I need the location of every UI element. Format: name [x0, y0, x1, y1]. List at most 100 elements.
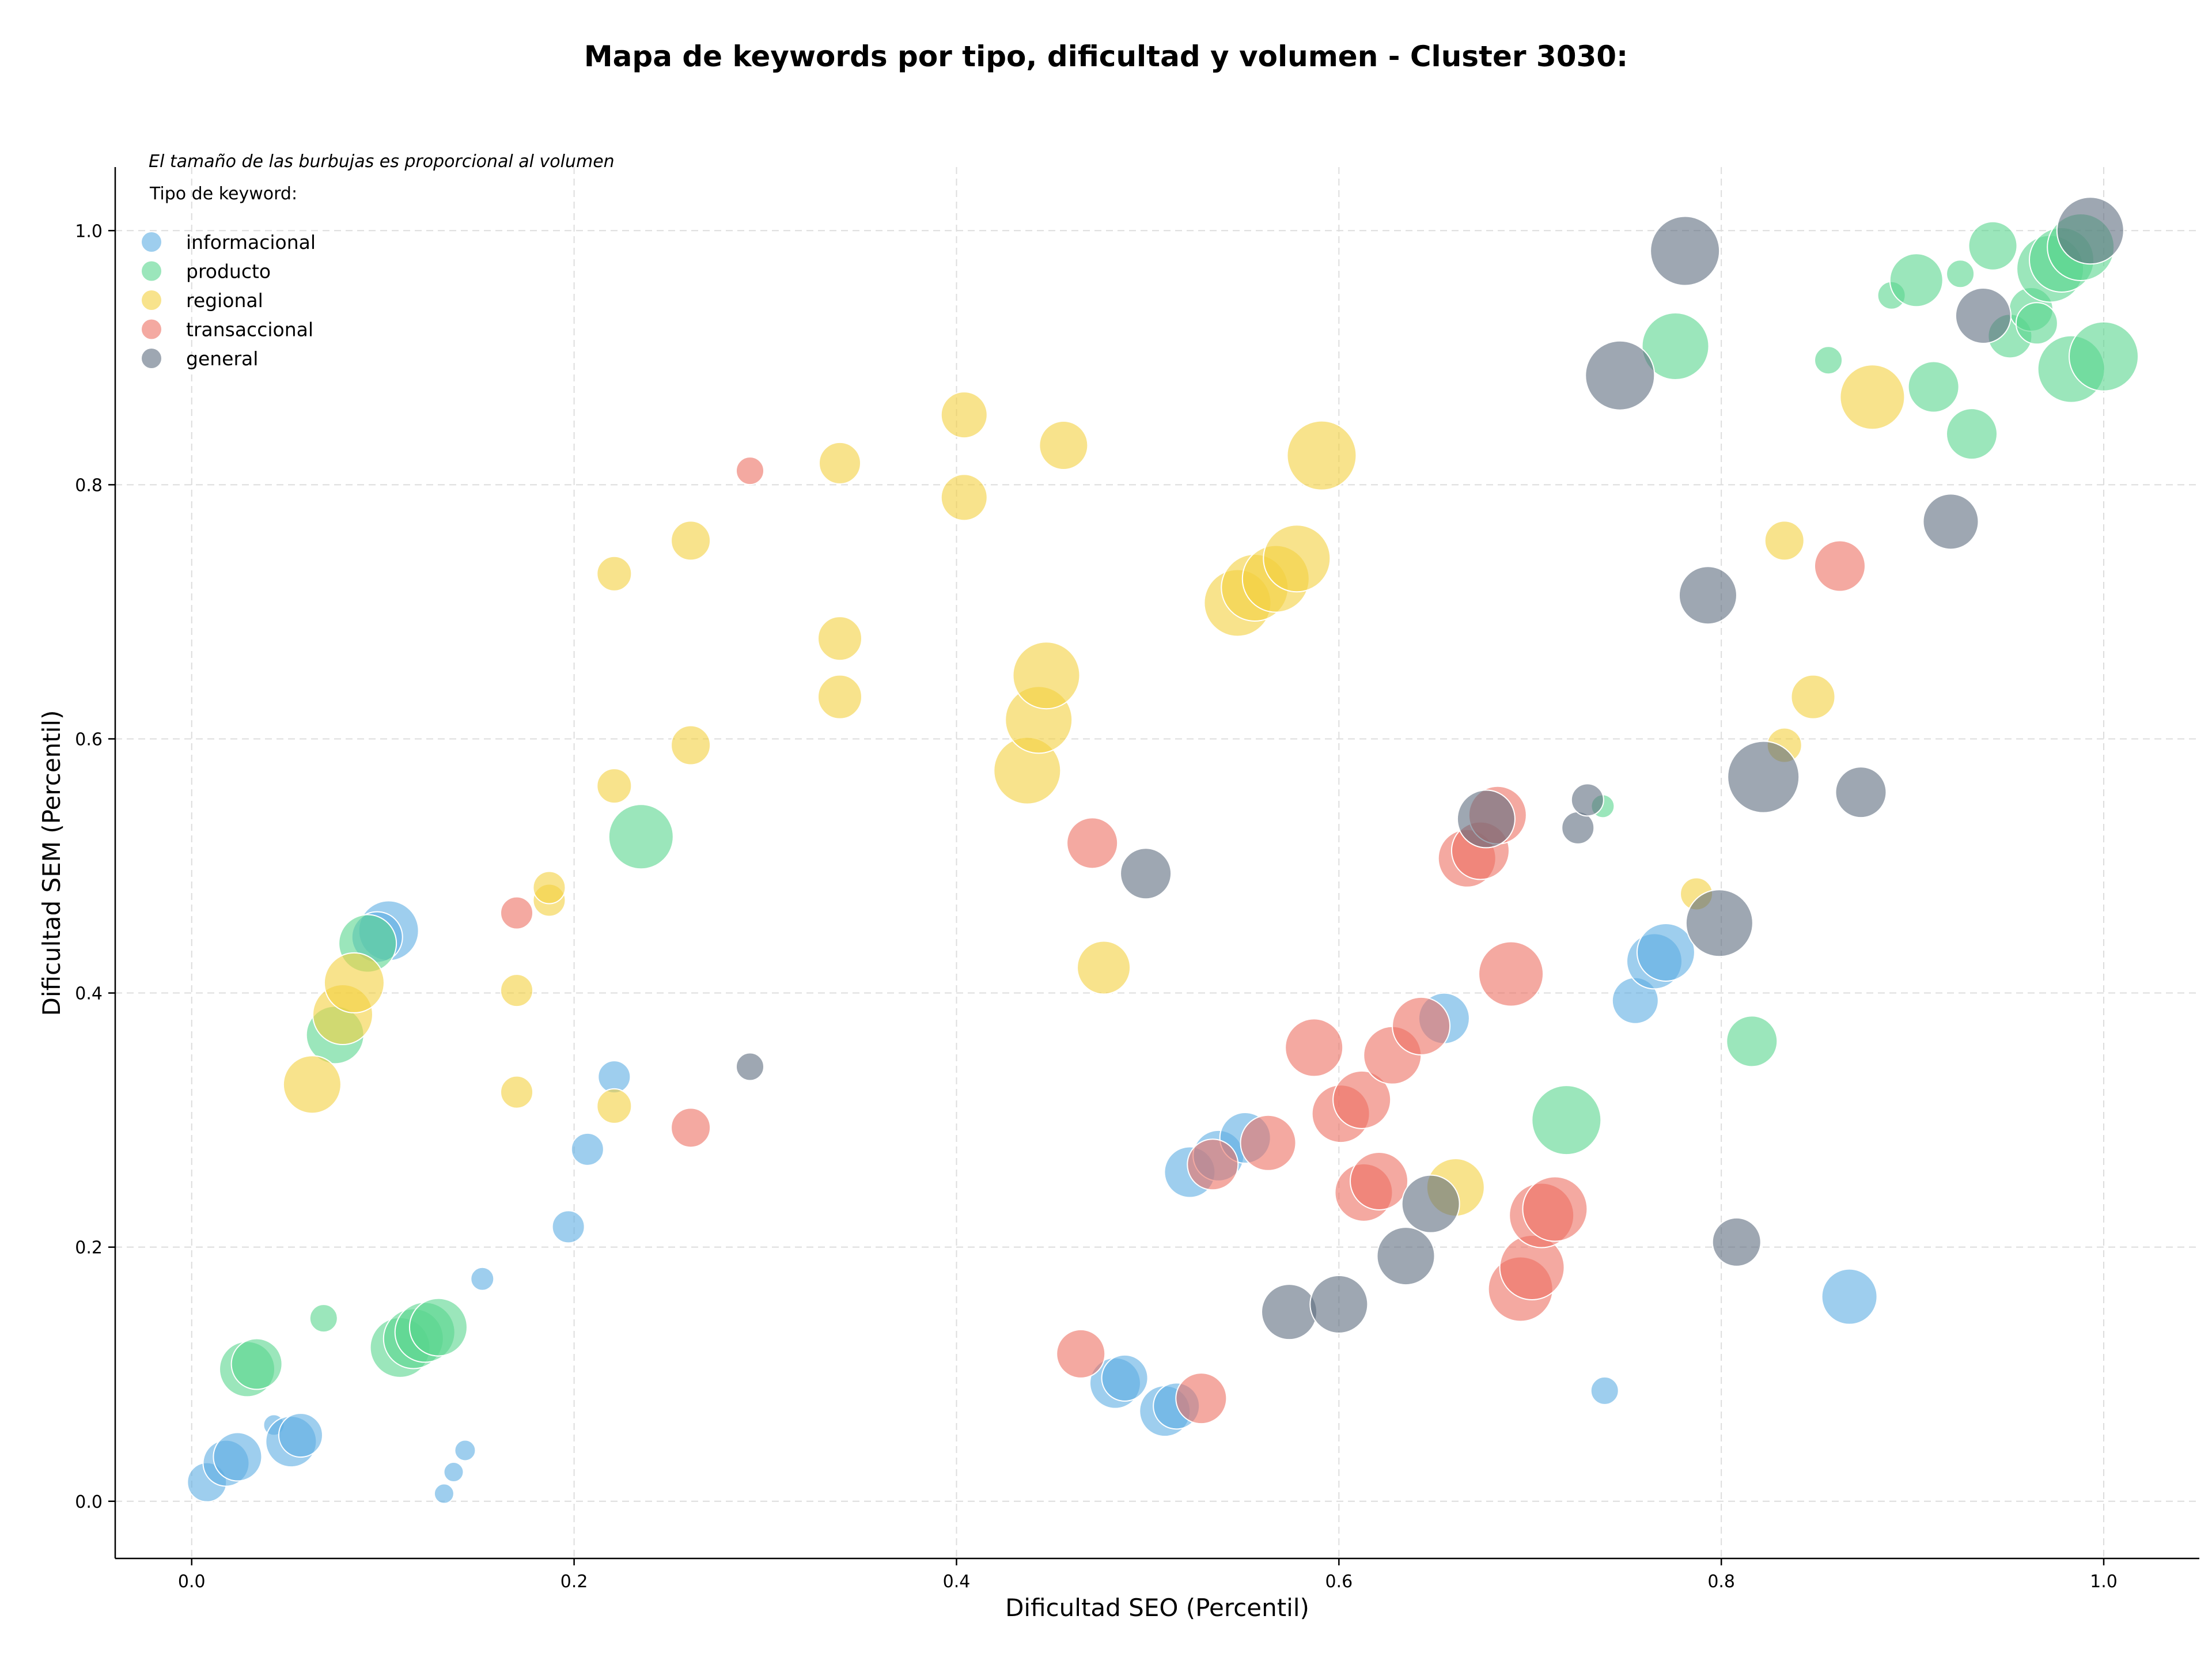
x-axis-title: Dificultad SEO (Percentil) — [1005, 1594, 1309, 1622]
bubble-transaccional[interactable] — [1175, 1372, 1228, 1425]
bubble-informacional[interactable] — [213, 1432, 263, 1482]
bubble-transaccional[interactable] — [1240, 1114, 1297, 1171]
legend-marker — [142, 290, 161, 310]
bubble-regional[interactable] — [1839, 364, 1906, 430]
y-tick-label: 0.4 — [75, 984, 103, 1004]
bubble-transaccional[interactable] — [671, 1107, 711, 1148]
bubble-general[interactable] — [1261, 1284, 1318, 1341]
bubble-general[interactable] — [1570, 783, 1604, 817]
bubble-informacional[interactable] — [454, 1439, 476, 1462]
bubble-informacional[interactable] — [470, 1266, 495, 1291]
y-tick-label: 0.2 — [75, 1238, 103, 1258]
legend-label: regional — [186, 289, 263, 312]
x-tick-label: 0.0 — [178, 1572, 206, 1592]
chart-title: Mapa de keywords por tipo, dificultad y … — [584, 40, 1628, 73]
bubble-transaccional[interactable] — [500, 896, 534, 930]
bubble-producto[interactable] — [1889, 253, 1944, 308]
bubble-informacional[interactable] — [1101, 1354, 1149, 1402]
bubble-regional[interactable] — [500, 1075, 534, 1109]
bubble-regional[interactable] — [1077, 940, 1131, 995]
bubble-producto[interactable] — [1946, 408, 1998, 460]
bubble-regional[interactable] — [1790, 674, 1836, 720]
bubble-transaccional[interactable] — [1285, 1018, 1344, 1077]
bubble-producto[interactable] — [608, 804, 674, 870]
bubble-general[interactable] — [1456, 789, 1516, 849]
legend-label: informacional — [186, 231, 316, 253]
bubble-transaccional[interactable] — [1522, 1176, 1588, 1242]
bubble-regional[interactable] — [1286, 420, 1357, 491]
bubble-producto[interactable] — [1641, 312, 1710, 380]
bubble-regional[interactable] — [1039, 421, 1089, 470]
bubble-transaccional[interactable] — [1187, 1138, 1239, 1191]
bubbles — [187, 196, 2139, 1504]
bubble-transaccional[interactable] — [1478, 941, 1544, 1007]
bubble-general[interactable] — [1585, 340, 1656, 411]
bubble-general[interactable] — [1955, 287, 2012, 345]
bubble-informacional[interactable] — [1590, 1376, 1619, 1405]
bubble-producto[interactable] — [1726, 1015, 1778, 1068]
bubble-general[interactable] — [1922, 493, 1979, 550]
bubble-producto[interactable] — [309, 1304, 338, 1333]
bubble-transaccional[interactable] — [1066, 817, 1119, 869]
bubble-regional[interactable] — [282, 1055, 342, 1114]
bubble-transaccional[interactable] — [1350, 1151, 1409, 1210]
bubble-regional[interactable] — [1764, 520, 1805, 561]
bubble-producto[interactable] — [1814, 346, 1843, 375]
bubble-informacional[interactable] — [433, 1483, 454, 1504]
bubble-general[interactable] — [1835, 766, 1887, 819]
bubble-producto[interactable] — [408, 1297, 468, 1357]
bubble-general[interactable] — [2056, 196, 2124, 265]
bubble-general[interactable] — [1711, 1217, 1762, 1267]
bubble-general[interactable] — [1561, 811, 1595, 845]
x-tick-label: 1.0 — [2090, 1572, 2118, 1592]
y-tick-label: 0.8 — [75, 475, 103, 495]
bubble-regional[interactable] — [500, 974, 534, 1008]
bubble-producto[interactable] — [1531, 1085, 1602, 1156]
bubble-transaccional[interactable] — [735, 456, 764, 486]
bubble-general[interactable] — [1685, 889, 1753, 958]
bubble-general[interactable] — [1309, 1274, 1369, 1334]
bubble-regional[interactable] — [532, 871, 566, 905]
bubble-producto[interactable] — [2015, 302, 2058, 345]
bubble-general[interactable] — [1376, 1227, 1435, 1286]
bubble-producto[interactable] — [2069, 321, 2139, 392]
x-tick-label: 0.4 — [943, 1572, 971, 1592]
bubble-regional[interactable] — [323, 952, 385, 1013]
bubble-regional[interactable] — [671, 725, 711, 766]
bubble-general[interactable] — [1120, 847, 1172, 900]
bubble-informacional[interactable] — [1821, 1268, 1878, 1325]
bubble-regional[interactable] — [1263, 524, 1331, 593]
bubble-transaccional[interactable] — [1392, 996, 1451, 1055]
bubble-general[interactable] — [1727, 740, 1800, 814]
bubble-producto[interactable] — [1946, 259, 1975, 289]
bubble-informacional[interactable] — [551, 1210, 585, 1244]
bubble-general[interactable] — [1678, 566, 1737, 625]
bubble-informacional[interactable] — [443, 1462, 464, 1483]
bubble-regional[interactable] — [671, 520, 711, 561]
bubble-general[interactable] — [735, 1052, 764, 1081]
bubble-transaccional[interactable] — [1332, 1070, 1392, 1129]
bubble-transaccional[interactable] — [1813, 540, 1866, 592]
bubble-informacional[interactable] — [278, 1413, 323, 1458]
bubble-producto[interactable] — [230, 1338, 283, 1390]
bubble-regional[interactable] — [819, 441, 862, 485]
bubble-general[interactable] — [1401, 1174, 1460, 1234]
legend-label: transaccional — [186, 319, 313, 341]
bubble-general[interactable] — [1650, 215, 1721, 286]
bubble-informacional[interactable] — [1636, 922, 1695, 982]
bubble-transaccional[interactable] — [1056, 1329, 1106, 1379]
bubble-regional[interactable] — [940, 391, 988, 439]
bubble-regional[interactable] — [596, 1088, 632, 1124]
bubble-regional[interactable] — [817, 674, 863, 720]
bubble-producto[interactable] — [1968, 221, 2018, 271]
bubble-regional[interactable] — [817, 616, 863, 661]
series-regional — [282, 364, 1906, 1217]
bubble-producto[interactable] — [1907, 361, 1960, 413]
bubble-regional[interactable] — [596, 555, 632, 592]
x-tick-label: 0.6 — [1325, 1572, 1353, 1592]
bubble-informacional[interactable] — [597, 1060, 631, 1094]
bubble-regional[interactable] — [940, 474, 988, 521]
bubble-regional[interactable] — [596, 768, 632, 804]
bubble-informacional[interactable] — [570, 1132, 604, 1166]
bubble-regional[interactable] — [1012, 641, 1081, 710]
